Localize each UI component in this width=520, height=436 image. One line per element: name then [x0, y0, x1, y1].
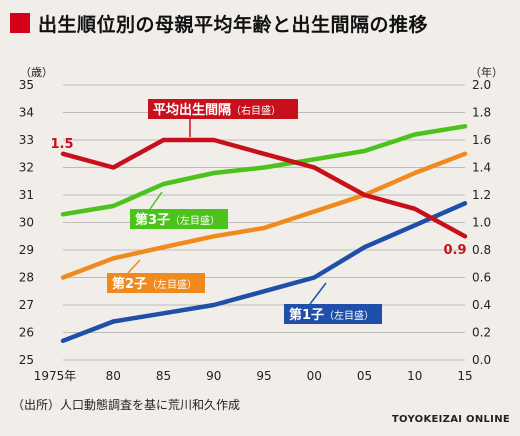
- leader-line-second: [127, 259, 141, 274]
- x-tick-label: 90: [206, 369, 221, 383]
- source-note: （出所）人口動態調査を基に荒川和久作成: [12, 398, 241, 412]
- left-tick-label: 29: [19, 243, 34, 257]
- series-line-interval: [60, 137, 468, 239]
- publisher-credit: TOYOKEIZAI ONLINE: [391, 414, 510, 425]
- right-tick-label: 0.8: [472, 243, 491, 257]
- title-marker: [10, 13, 30, 33]
- right-tick-label: 1.8: [472, 106, 491, 120]
- left-tick-label: 26: [19, 326, 34, 340]
- x-tick-label: 15: [457, 369, 472, 383]
- series-line-second: [60, 151, 468, 280]
- label-box-second: [107, 273, 205, 293]
- series-line-third: [60, 124, 468, 217]
- annotation-end-value: 0.9: [443, 243, 466, 258]
- series-label-second: 第2子（左目盛）: [112, 276, 197, 292]
- leader-line-third: [149, 191, 163, 210]
- left-tick-label: 27: [19, 298, 34, 312]
- series-label-third: 第3子（左目盛）: [135, 212, 220, 228]
- label-box-first: [284, 304, 382, 324]
- x-tick-label: 00: [307, 369, 322, 383]
- left-tick-label: 34: [19, 106, 34, 120]
- right-tick-label: 2.0: [472, 78, 491, 92]
- right-tick-label: 0.4: [472, 298, 491, 312]
- right-tick-label: 0.6: [472, 271, 491, 285]
- left-tick-label: 31: [19, 188, 34, 202]
- right-tick-label: 1.2: [472, 188, 491, 202]
- title-block: 出生順位別の母親平均年齢と出生間隔の推移: [10, 10, 428, 36]
- left-tick-label: 25: [19, 353, 34, 367]
- left-tick-label: 30: [19, 216, 34, 230]
- right-tick-label: 1.6: [472, 133, 491, 147]
- chart-title: 出生順位別の母親平均年齢と出生間隔の推移: [38, 13, 429, 36]
- series-label-interval: 平均出生間隔（右目盛）: [153, 102, 281, 118]
- x-tick-label: 10: [407, 369, 422, 383]
- label-box-interval: [148, 99, 298, 119]
- annotation-start-value: 1.5: [50, 137, 73, 152]
- right-axis-unit: （年）: [470, 65, 503, 79]
- x-tick-label: 95: [256, 369, 271, 383]
- left-tick-label: 35: [19, 78, 34, 92]
- x-tick-label: 85: [156, 369, 171, 383]
- left-tick-label: 33: [19, 133, 34, 147]
- series-label-first: 第1子（左目盛）: [289, 307, 374, 323]
- right-tick-label: 0.0: [472, 353, 491, 367]
- right-tick-label: 1.4: [472, 161, 491, 175]
- right-tick-label: 1.0: [472, 216, 491, 230]
- left-tick-label: 32: [19, 161, 34, 175]
- left-axis-unit: （歳）: [20, 66, 53, 79]
- label-box-third: [130, 209, 228, 229]
- series-line-first: [60, 201, 468, 344]
- leader-line-first: [309, 282, 327, 305]
- right-tick-label: 0.2: [472, 326, 491, 340]
- x-tick-label: 80: [106, 369, 121, 383]
- x-tick-label: 1975年: [34, 369, 77, 383]
- left-tick-label: 28: [19, 271, 34, 285]
- x-tick-label: 05: [357, 369, 372, 383]
